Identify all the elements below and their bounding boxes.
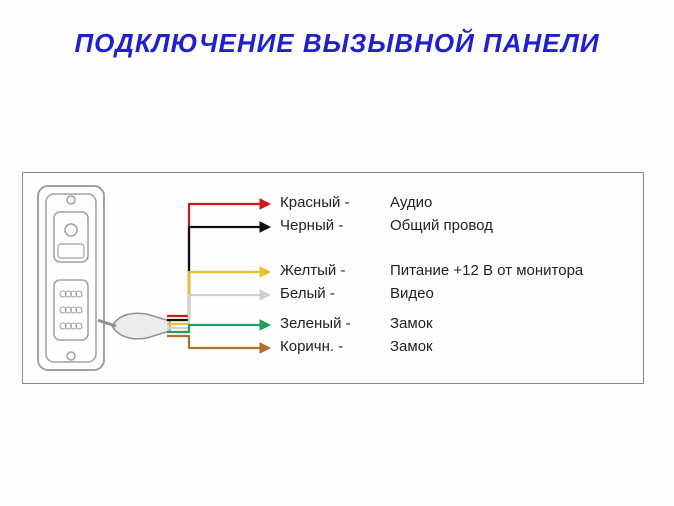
door-panel-outline <box>38 186 104 370</box>
wire-signal-desc: Общий провод <box>390 217 493 234</box>
wire-label-power: Желтый -Питание +12 В от монитора <box>280 262 345 279</box>
wire-label-common: Черный -Общий провод <box>280 217 343 234</box>
wire-signal-desc: Аудио <box>390 194 432 211</box>
wire-color-name: Белый - <box>280 285 335 302</box>
wire-signal-desc: Замок <box>390 315 433 332</box>
wires-group <box>167 199 270 353</box>
wire-color-name: Коричн. - <box>280 338 343 355</box>
wire-color-name: Зеленый - <box>280 315 351 332</box>
wire-color-name: Красный - <box>280 194 350 211</box>
wire-signal-desc: Замок <box>390 338 433 355</box>
wire-color-name: Желтый - <box>280 262 345 279</box>
wire-signal-desc: Видео <box>390 285 434 302</box>
wire-signal-desc: Питание +12 В от монитора <box>390 262 583 279</box>
wire-color-name: Черный - <box>280 217 343 234</box>
cable-sheath <box>98 313 170 339</box>
wiring-svg <box>0 0 674 506</box>
wire-label-video: Белый -Видео <box>280 285 335 302</box>
wire-label-lock2: Коричн. -Замок <box>280 338 343 355</box>
wire-label-lock1: Зеленый -Замок <box>280 315 351 332</box>
wire-label-audio: Красный -Аудио <box>280 194 350 211</box>
